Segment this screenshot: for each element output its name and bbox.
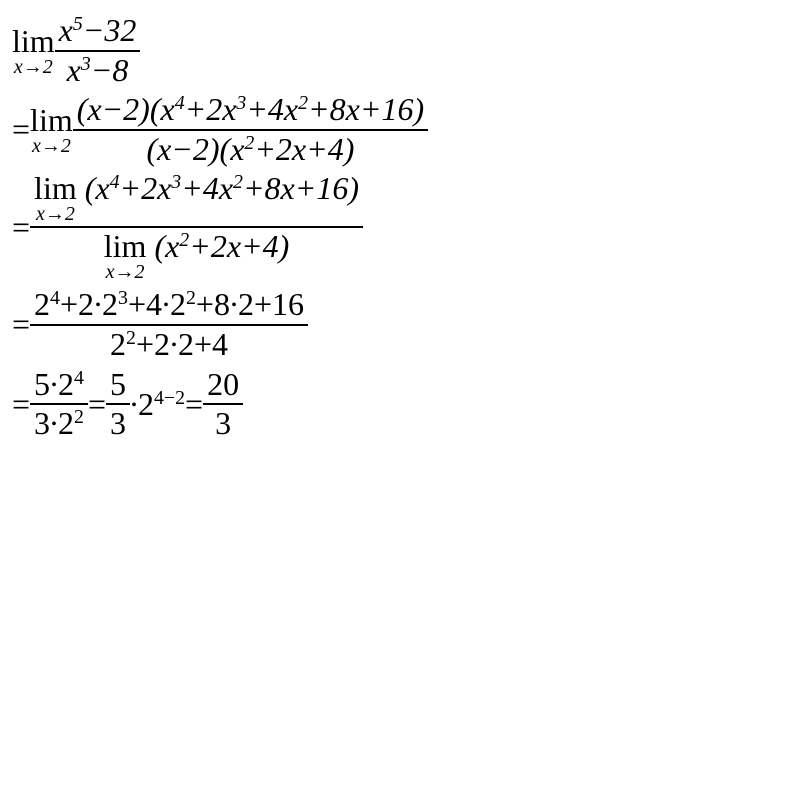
fraction: 5 3 xyxy=(106,368,130,441)
numerator: 5∙24 xyxy=(30,368,88,404)
equals: = xyxy=(12,386,30,423)
fraction: (x−2)(x4+2x3+4x2+8x+16) (x−2)(x2+2x+4) xyxy=(73,93,428,166)
denominator: 3∙22 xyxy=(30,405,88,441)
numerator: x5−32 xyxy=(55,14,141,50)
lim-sub: x→2 xyxy=(32,136,71,156)
math-line-5: = 5∙24 3∙22 = 5 3 ∙24−2 = 20 3 xyxy=(12,368,788,441)
numerator: 5 xyxy=(106,368,130,404)
equals: = xyxy=(12,111,30,148)
mid-expr: ∙24−2 xyxy=(130,386,185,423)
lim-sub: x→2 xyxy=(106,262,145,282)
limit-operator: lim x→2 xyxy=(30,104,73,156)
lim-text: lim xyxy=(34,172,77,204)
den-expr: (x2+2x+4) xyxy=(154,228,289,264)
denominator: 3 xyxy=(106,405,130,441)
numerator: (x−2)(x4+2x3+4x2+8x+16) xyxy=(73,93,428,129)
denominator: 22+2∙2+4 xyxy=(106,326,232,362)
denominator: x3−8 xyxy=(63,52,133,88)
math-line-2: = lim x→2 (x−2)(x4+2x3+4x2+8x+16) (x−2)(… xyxy=(12,93,788,166)
limit-operator: lim x→2 xyxy=(34,172,77,224)
math-line-4: = 24+2∙23+4∙22+8∙2+16 22+2∙2+4 xyxy=(12,288,788,361)
fraction: lim x→2 (x4+2x3+4x2+8x+16) lim x→2 (x2+2… xyxy=(30,172,363,282)
lim-text: lim xyxy=(30,104,73,136)
fraction: x5−32 x3−8 xyxy=(55,14,141,87)
denominator: (x−2)(x2+2x+4) xyxy=(142,131,358,167)
numerator: 20 xyxy=(203,368,243,404)
equals: = xyxy=(12,306,30,343)
lim-text: lim xyxy=(12,25,55,57)
math-line-1: lim x→2 x5−32 x3−8 xyxy=(12,14,788,87)
lim-sub: x→2 xyxy=(36,204,75,224)
num-expr: (x4+2x3+4x2+8x+16) xyxy=(85,170,359,206)
fraction: 20 3 xyxy=(203,368,243,441)
numerator: 24+2∙23+4∙22+8∙2+16 xyxy=(30,288,308,324)
equals: = xyxy=(185,386,203,423)
limit-operator: lim x→2 xyxy=(12,25,55,77)
equals: = xyxy=(88,386,106,423)
lim-sub: x→2 xyxy=(14,57,53,77)
math-line-3: = lim x→2 (x4+2x3+4x2+8x+16) lim x→2 (x2… xyxy=(12,172,788,282)
fraction: 5∙24 3∙22 xyxy=(30,368,88,441)
denominator: 3 xyxy=(211,405,235,441)
equals: = xyxy=(12,209,30,246)
lim-text: lim xyxy=(104,230,147,262)
denominator: lim x→2 (x2+2x+4) xyxy=(100,228,294,282)
numerator: lim x→2 (x4+2x3+4x2+8x+16) xyxy=(30,172,363,226)
fraction: 24+2∙23+4∙22+8∙2+16 22+2∙2+4 xyxy=(30,288,308,361)
limit-operator: lim x→2 xyxy=(104,230,147,282)
